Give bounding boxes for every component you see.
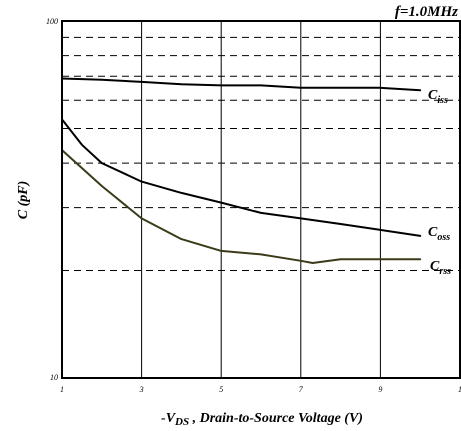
x-tick-label: 9 bbox=[378, 385, 382, 394]
ciss-label: Ciss bbox=[428, 88, 448, 106]
coss-label: Coss bbox=[428, 225, 450, 243]
x-tick-label: 3 bbox=[139, 385, 144, 394]
y-axis-label: C (pF) bbox=[16, 181, 31, 220]
crss-label-main: C bbox=[430, 259, 440, 274]
ciss-label-sub: iss bbox=[437, 95, 448, 106]
y-tick-label: 100 bbox=[46, 17, 58, 26]
x-axis-label-subscript: DS bbox=[174, 416, 189, 428]
plot-frame bbox=[61, 20, 461, 379]
frequency-annotation: f=1.0MHz bbox=[395, 4, 458, 20]
grid bbox=[62, 21, 460, 378]
x-axis-label-prefix: -V bbox=[161, 411, 177, 426]
x-axis-label-text: , Drain-to-Source Voltage (V) bbox=[189, 411, 363, 426]
x-tick-label: 1 bbox=[60, 385, 64, 394]
coss-label-sub: oss bbox=[437, 232, 450, 243]
y-tick-label: 10 bbox=[50, 373, 58, 382]
x-tick-label: 7 bbox=[299, 385, 304, 394]
x-tick-label: 5 bbox=[219, 385, 223, 394]
crss-label-sub: rss bbox=[439, 266, 451, 277]
series-line-crss bbox=[61, 149, 422, 264]
x-axis-label: -VDS , Drain-to-Source Voltage (V) bbox=[161, 411, 363, 428]
crss-label: Crss bbox=[430, 259, 451, 277]
series-line-ciss bbox=[61, 77, 422, 92]
ciss-label-main: C bbox=[428, 88, 438, 103]
series-line-coss bbox=[61, 118, 422, 237]
series-group bbox=[61, 77, 422, 264]
x-tick-label: 1 bbox=[458, 385, 461, 394]
coss-label-main: C bbox=[428, 225, 438, 240]
tick-labels: 1 3 5 7 9 1 100 10 bbox=[46, 17, 461, 394]
